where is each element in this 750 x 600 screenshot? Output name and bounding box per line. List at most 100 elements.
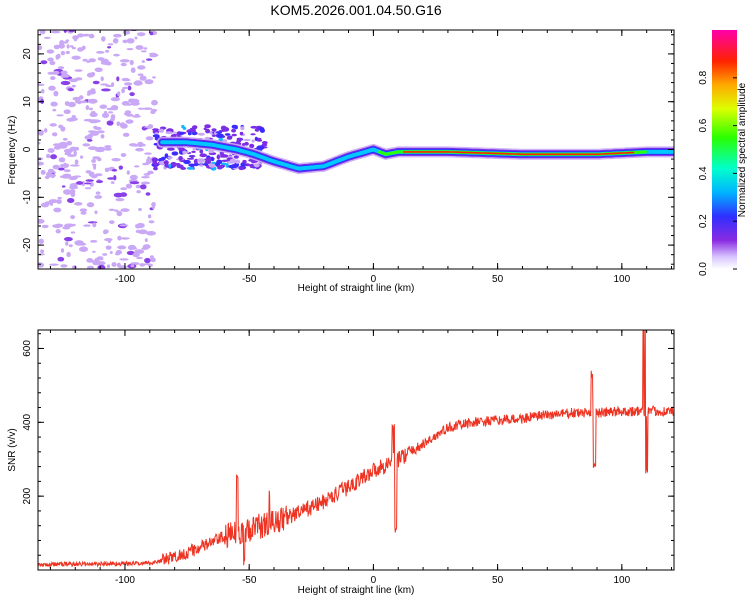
x-tick-label: 50 bbox=[492, 274, 504, 285]
signal-speckle bbox=[204, 159, 212, 165]
noise-speckle bbox=[46, 49, 55, 54]
noise-speckle bbox=[126, 103, 132, 106]
ridge-peak bbox=[403, 151, 635, 156]
noise-speckle bbox=[76, 181, 84, 185]
noise-speckle bbox=[48, 199, 58, 204]
signal-speckle bbox=[188, 163, 196, 167]
signal-speckle bbox=[216, 154, 220, 160]
x-tick-label: 0 bbox=[371, 575, 377, 586]
noise-speckle bbox=[63, 162, 67, 168]
signal-speckle bbox=[171, 151, 179, 156]
noise-speckle bbox=[126, 38, 135, 44]
y-axis-ticks: 200 400 600 bbox=[22, 333, 674, 571]
noise-speckle bbox=[109, 251, 113, 254]
signal-speckle bbox=[153, 166, 158, 171]
noise-speckle bbox=[78, 95, 84, 100]
noise-speckle bbox=[74, 159, 79, 165]
noise-speckle bbox=[40, 88, 45, 94]
noise-speckle bbox=[65, 50, 70, 55]
noise-speckle bbox=[151, 99, 158, 106]
signal-speckle bbox=[168, 163, 172, 168]
signal-speckle bbox=[256, 145, 265, 150]
noise-speckle bbox=[74, 202, 83, 206]
noise-speckle bbox=[95, 191, 101, 195]
noise-speckle bbox=[61, 185, 66, 188]
noise-speckle bbox=[87, 221, 98, 224]
noise-speckle bbox=[93, 125, 98, 130]
signal-speckle bbox=[152, 128, 159, 132]
signal-speckle bbox=[220, 125, 227, 131]
signal-speckle bbox=[199, 149, 204, 154]
noise-speckle bbox=[108, 111, 114, 114]
noise-speckle bbox=[38, 218, 45, 224]
noise-speckle bbox=[117, 91, 121, 96]
noise-speckle bbox=[135, 184, 142, 189]
signal-speckle bbox=[191, 150, 196, 153]
noise-speckle bbox=[129, 174, 138, 180]
noise-speckle bbox=[58, 157, 66, 163]
noise-speckle bbox=[145, 192, 151, 196]
chart-title: KOM5.2026.001.04.50.G16 bbox=[270, 2, 441, 18]
noise-speckle bbox=[50, 202, 54, 206]
noise-speckle bbox=[87, 89, 96, 95]
colorbar-label: Normalized spectral amplitude bbox=[737, 82, 748, 217]
x-tick-label: -50 bbox=[242, 575, 257, 586]
noise-speckle bbox=[63, 109, 71, 114]
noise-speckle bbox=[145, 159, 151, 165]
noise-speckle bbox=[132, 144, 139, 147]
noise-speckle bbox=[125, 183, 133, 189]
noise-speckle bbox=[50, 76, 56, 81]
noise-speckle bbox=[66, 44, 70, 49]
snr-panel: -100 -50 0 50 100 200 400 600 Height of straig… bbox=[7, 329, 675, 596]
noise-speckle bbox=[53, 90, 59, 97]
noise-speckle bbox=[96, 51, 105, 54]
noise-speckle bbox=[85, 105, 90, 111]
noise-speckle bbox=[86, 258, 94, 263]
noise-speckle bbox=[129, 59, 134, 66]
signal-speckle bbox=[229, 158, 237, 164]
noise-speckle bbox=[116, 262, 121, 268]
noise-speckle bbox=[94, 67, 103, 73]
signal-speckle bbox=[193, 159, 198, 164]
noise-speckle bbox=[146, 231, 156, 236]
signal-speckle bbox=[158, 128, 164, 133]
noise-speckle bbox=[54, 223, 64, 228]
noise-speckle bbox=[67, 88, 75, 92]
noise-speckle bbox=[52, 132, 58, 137]
noise-speckle bbox=[52, 143, 63, 147]
noise-speckle bbox=[140, 184, 147, 190]
noise-speckle bbox=[38, 45, 43, 51]
noise-speckle bbox=[86, 202, 95, 208]
signal-speckle bbox=[167, 147, 175, 151]
colorbar: 0.0 0.2 0.4 0.6 0.8 Normalized spectral ampl… bbox=[698, 30, 748, 276]
noise-speckle bbox=[125, 119, 134, 124]
noise-speckle bbox=[55, 54, 60, 60]
signal-speckle bbox=[211, 128, 217, 132]
noise-speckle bbox=[139, 75, 147, 81]
noise-speckle bbox=[118, 165, 124, 170]
noise-speckle bbox=[122, 132, 130, 137]
signal-speckle bbox=[197, 158, 205, 164]
noise-speckle bbox=[113, 33, 122, 38]
noise-speckle bbox=[140, 181, 151, 185]
signal-speckle bbox=[191, 128, 196, 133]
noise-speckle bbox=[49, 123, 57, 127]
noise-speckle bbox=[115, 198, 125, 202]
noise-speckle bbox=[89, 112, 98, 118]
noise-speckle bbox=[116, 121, 121, 126]
noise-speckle bbox=[104, 238, 113, 242]
noise-speckle bbox=[148, 220, 155, 224]
signal-speckle bbox=[254, 128, 260, 132]
noise-speckle bbox=[94, 195, 103, 199]
signal-speckle bbox=[199, 164, 204, 167]
colorbar-tick-label: 0.8 bbox=[698, 70, 709, 84]
signal-speckle bbox=[249, 143, 255, 149]
noise-speckle bbox=[122, 86, 129, 89]
noise-speckle bbox=[71, 84, 76, 88]
noise-speckle bbox=[101, 112, 110, 118]
noise-speckle bbox=[95, 148, 105, 153]
noise-speckle bbox=[144, 238, 148, 243]
y-tick-label: 600 bbox=[22, 340, 33, 357]
noise-speckle bbox=[111, 169, 118, 172]
noise-speckle bbox=[40, 169, 46, 175]
